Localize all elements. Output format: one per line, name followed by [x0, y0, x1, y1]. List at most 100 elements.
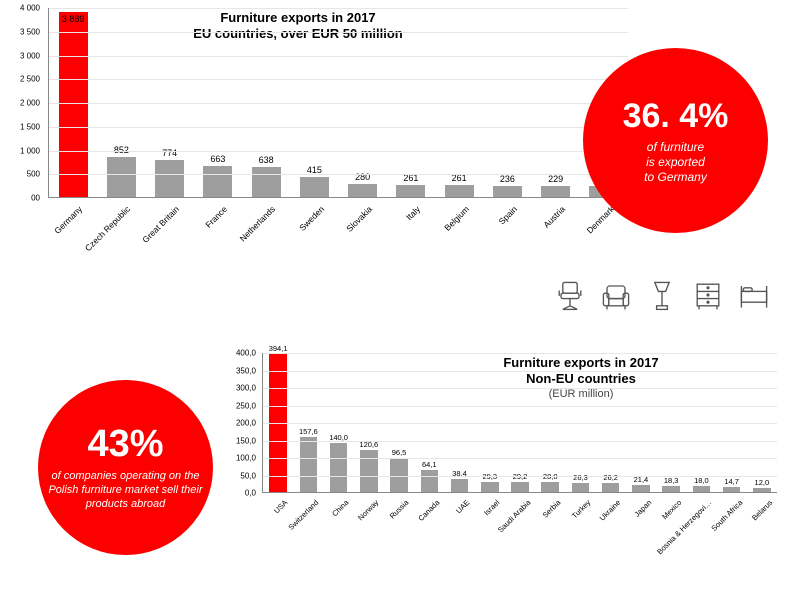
stat-export-circle: 43% of companies operating on the Polish… — [38, 380, 213, 555]
eu-x-label: France — [203, 204, 229, 230]
noneu-bar: 64,1 — [421, 470, 439, 492]
noneu-bar-value: 28,0 — [543, 472, 558, 481]
noneu-x-label: Japan — [632, 498, 653, 519]
noneu-bar: 12,0 — [753, 488, 771, 492]
noneu-x-label: Russia — [388, 498, 411, 521]
bottom-section: 43% of companies operating on the Polish… — [8, 345, 786, 585]
noneu-x-label: Canada — [416, 498, 441, 523]
noneu-y-tick: 400,0 — [236, 349, 256, 358]
eu-bar: 261 — [396, 185, 425, 197]
eu-x-label: Spain — [497, 204, 519, 226]
eu-y-axis: 4 0003 5003 0002 5002 0001 5001 00050000 — [8, 8, 42, 198]
stat-germany-circle: 36. 4% of furniture is exported to Germa… — [583, 48, 768, 233]
eu-bar-chart: 4 0003 5003 0002 5002 0001 5001 00050000… — [8, 8, 628, 248]
noneu-y-tick: 100,0 — [236, 454, 256, 463]
noneu-bar: 18,3 — [662, 486, 680, 492]
eu-y-tick: 4 000 — [20, 4, 40, 13]
noneu-x-label: Israel — [482, 498, 501, 517]
noneu-y-tick: 200,0 — [236, 419, 256, 428]
noneu-x-label: Turkey — [570, 498, 592, 520]
eu-x-label: Great Britain — [140, 204, 181, 245]
eu-bar: 663 — [203, 166, 232, 197]
eu-y-tick: 00 — [31, 194, 40, 203]
eu-bar: 261 — [445, 185, 474, 197]
eu-y-tick: 2 000 — [20, 99, 40, 108]
noneu-bar: 29,2 — [511, 482, 529, 492]
eu-bar: 774 — [155, 160, 184, 197]
eu-bar-value: 663 — [210, 154, 225, 164]
noneu-x-labels: USASwitzerlandChinaNorwayRussiaCanadaUAE… — [262, 495, 777, 585]
eu-y-tick: 500 — [27, 170, 40, 179]
stat-export-text: of companies operating on the Polish fur… — [38, 470, 213, 511]
eu-x-label: Austria — [542, 204, 568, 230]
dresser-icon — [690, 277, 726, 313]
noneu-bar: 157,6 — [300, 437, 318, 492]
stat-germany-text: of furniture is exported to Germany — [644, 140, 707, 185]
eu-plot-area: 3 889852774663638415280261261236229225 — [48, 8, 628, 198]
eu-y-tick: 2 500 — [20, 75, 40, 84]
noneu-bar: 26,3 — [572, 483, 590, 492]
noneu-y-axis: 400,0350,0300,0250,0200,0150,0100,050,00… — [228, 353, 258, 493]
noneu-x-label: China — [330, 498, 350, 518]
eu-bar-value: 229 — [548, 174, 563, 184]
bed-icon — [736, 277, 772, 313]
lamp-icon — [644, 277, 680, 313]
noneu-bar-value: 12,0 — [755, 478, 770, 487]
eu-bar: 236 — [493, 186, 522, 197]
noneu-x-label: Ukraine — [598, 498, 623, 523]
noneu-x-label: Belarus — [750, 498, 774, 522]
noneu-bar: 29,3 — [481, 482, 499, 492]
noneu-bar: 28,0 — [541, 482, 559, 492]
eu-bar: 415 — [300, 177, 329, 197]
noneu-bar-value: 157,6 — [299, 427, 318, 436]
noneu-bar-value: 14,7 — [724, 477, 739, 486]
eu-y-tick: 1 500 — [20, 122, 40, 131]
eu-bar: 3 889 — [59, 12, 88, 197]
noneu-bar: 140,0 — [330, 443, 348, 492]
noneu-bar-value: 26,3 — [573, 473, 588, 482]
noneu-y-tick: 300,0 — [236, 384, 256, 393]
stat-export-pct: 43% — [87, 423, 163, 466]
top-section: Furniture exports in 2017 EU countries, … — [8, 8, 786, 288]
noneu-bar: 14,7 — [723, 487, 741, 492]
noneu-bar-value: 18,3 — [664, 476, 679, 485]
eu-y-tick: 3 000 — [20, 51, 40, 60]
noneu-bar: 120,6 — [360, 450, 378, 492]
noneu-plot-area: 394,1157,6140,0120,696,564,138,429,329,2… — [262, 353, 777, 493]
eu-bar-value: 280 — [355, 172, 370, 182]
noneu-bar: 38,4 — [451, 479, 469, 492]
noneu-y-tick: 50,0 — [240, 471, 256, 480]
noneu-x-label: Serbia — [541, 498, 563, 520]
noneu-bar-value: 64,1 — [422, 460, 437, 469]
noneu-y-tick: 150,0 — [236, 436, 256, 445]
armchair-icon — [598, 277, 634, 313]
eu-bar: 280 — [348, 184, 377, 197]
eu-y-tick: 1 000 — [20, 146, 40, 155]
eu-bar-value: 3 889 — [62, 14, 85, 24]
eu-x-label: Sweden — [297, 204, 326, 233]
noneu-bar: 26,2 — [602, 483, 620, 492]
eu-x-label: Italy — [404, 204, 422, 222]
eu-x-label: Germany — [52, 204, 84, 236]
noneu-bar-value: 96,5 — [392, 448, 407, 457]
eu-x-label: Belgium — [442, 204, 471, 233]
noneu-y-tick: 250,0 — [236, 401, 256, 410]
noneu-bar: 21,4 — [632, 485, 650, 492]
noneu-y-tick: 350,0 — [236, 366, 256, 375]
noneu-bar: 18,0 — [693, 486, 711, 492]
noneu-x-label: Norway — [356, 498, 380, 522]
eu-y-tick: 3 500 — [20, 27, 40, 36]
eu-x-label: Denmark — [584, 204, 615, 235]
office-chair-icon — [552, 277, 588, 313]
eu-bar-value: 638 — [259, 155, 274, 165]
eu-bar: 638 — [252, 167, 281, 197]
eu-bar: 229 — [541, 186, 570, 197]
furniture-icons-row — [552, 270, 772, 320]
eu-bar-value: 236 — [500, 174, 515, 184]
eu-x-labels: GermanyCzech RepublicGreat BritainFrance… — [48, 200, 628, 260]
noneu-bar-chart: 400,0350,0300,0250,0200,0150,0100,050,00… — [228, 353, 783, 583]
noneu-x-label: Mexico — [660, 498, 683, 521]
noneu-x-label: USA — [272, 498, 289, 515]
eu-x-label: Netherlands — [238, 204, 277, 243]
noneu-x-label: UAE — [454, 498, 471, 515]
